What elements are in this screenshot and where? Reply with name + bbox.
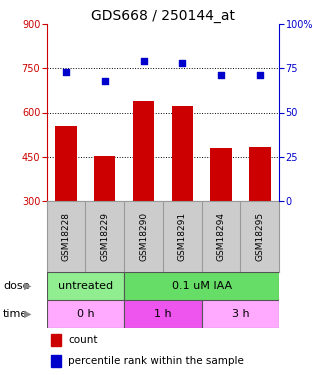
Text: GSM18295: GSM18295 [256,211,265,261]
Text: ▶: ▶ [24,309,31,319]
Point [63,69,68,75]
Bar [172,106,193,201]
Text: count: count [68,335,98,345]
Text: 0 h: 0 h [76,309,94,319]
Bar [124,201,163,272]
Title: GDS668 / 250144_at: GDS668 / 250144_at [91,9,235,23]
Bar [55,126,77,201]
Bar [202,300,279,328]
Bar [51,355,61,367]
Text: 3 h: 3 h [232,309,249,319]
Text: GSM18290: GSM18290 [139,211,148,261]
Text: GSM18228: GSM18228 [61,212,70,261]
Bar [94,156,115,201]
Point [102,78,107,84]
Bar [124,300,202,328]
Bar [133,101,154,201]
Bar [124,272,279,300]
Text: time: time [3,309,29,319]
Bar [85,201,124,272]
Bar [202,201,240,272]
Bar [51,334,61,346]
Text: 0.1 uM IAA: 0.1 uM IAA [172,281,232,291]
Point [219,72,224,78]
Text: GSM18291: GSM18291 [178,211,187,261]
Text: percentile rank within the sample: percentile rank within the sample [68,356,244,366]
Bar [47,272,124,300]
Bar [163,201,202,272]
Text: ▶: ▶ [24,281,31,291]
Point [257,72,263,78]
Text: untreated: untreated [58,281,113,291]
Text: 1 h: 1 h [154,309,172,319]
Point [141,58,146,64]
Text: dose: dose [3,281,30,291]
Point [180,60,185,66]
Bar [240,201,279,272]
Bar [47,201,85,272]
Text: GSM18294: GSM18294 [217,212,226,261]
Bar [249,147,271,201]
Text: GSM18229: GSM18229 [100,212,109,261]
Bar [211,148,232,201]
Bar [47,300,124,328]
